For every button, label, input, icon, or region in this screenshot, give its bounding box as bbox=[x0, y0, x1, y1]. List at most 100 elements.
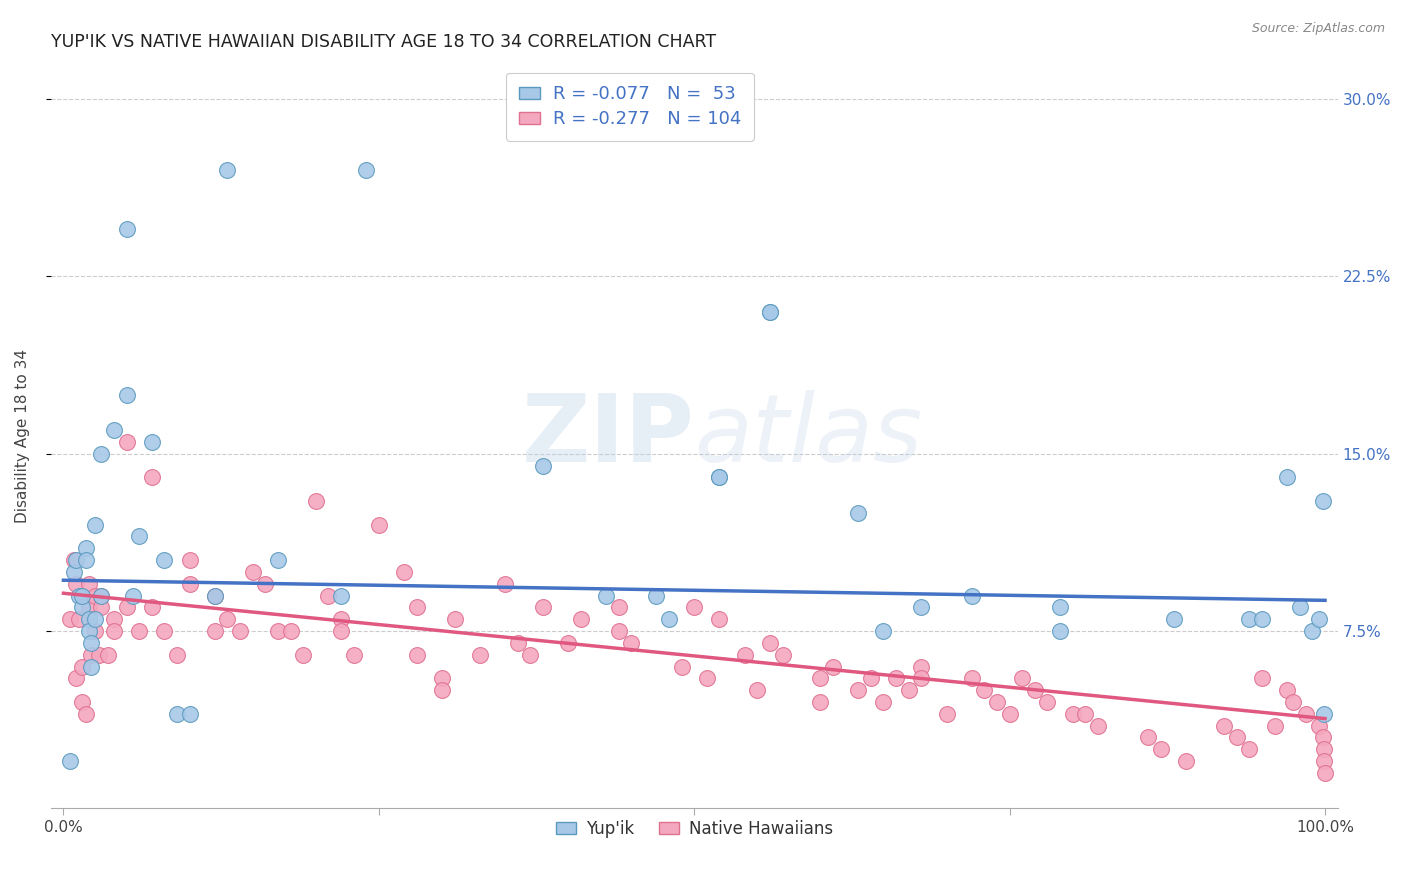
Text: Source: ZipAtlas.com: Source: ZipAtlas.com bbox=[1251, 22, 1385, 36]
Yup'ik bbox=[77, 612, 100, 626]
Yup'ik bbox=[153, 553, 176, 567]
Native Hawaiians bbox=[519, 648, 541, 662]
Yup'ik bbox=[72, 600, 94, 615]
Native Hawaiians bbox=[84, 589, 107, 603]
Native Hawaiians bbox=[1313, 754, 1336, 768]
Yup'ik bbox=[910, 600, 932, 615]
Yup'ik bbox=[595, 589, 617, 603]
Native Hawaiians bbox=[166, 648, 188, 662]
Native Hawaiians bbox=[910, 672, 932, 686]
Native Hawaiians bbox=[77, 576, 100, 591]
Native Hawaiians bbox=[1226, 731, 1249, 745]
Native Hawaiians bbox=[217, 612, 239, 626]
Yup'ik bbox=[141, 434, 163, 449]
Native Hawaiians bbox=[229, 624, 252, 638]
Native Hawaiians bbox=[808, 695, 831, 709]
Native Hawaiians bbox=[772, 648, 794, 662]
Native Hawaiians bbox=[506, 636, 529, 650]
Native Hawaiians bbox=[115, 600, 138, 615]
Yup'ik bbox=[90, 589, 112, 603]
Text: atlas: atlas bbox=[695, 391, 922, 482]
Yup'ik bbox=[1163, 612, 1185, 626]
Yup'ik bbox=[72, 589, 94, 603]
Native Hawaiians bbox=[897, 683, 920, 698]
Native Hawaiians bbox=[90, 600, 112, 615]
Legend: Yup'ik, Native Hawaiians: Yup'ik, Native Hawaiians bbox=[548, 814, 839, 845]
Yup'ik bbox=[121, 589, 143, 603]
Native Hawaiians bbox=[103, 612, 125, 626]
Native Hawaiians bbox=[696, 672, 718, 686]
Native Hawaiians bbox=[67, 612, 90, 626]
Yup'ik bbox=[1275, 470, 1298, 484]
Native Hawaiians bbox=[330, 624, 353, 638]
Yup'ik bbox=[531, 458, 554, 473]
Native Hawaiians bbox=[531, 600, 554, 615]
Native Hawaiians bbox=[330, 612, 353, 626]
Native Hawaiians bbox=[494, 576, 516, 591]
Native Hawaiians bbox=[72, 659, 94, 673]
Yup'ik bbox=[330, 589, 353, 603]
Yup'ik bbox=[759, 305, 782, 319]
Yup'ik bbox=[1312, 494, 1334, 508]
Native Hawaiians bbox=[1313, 742, 1336, 756]
Yup'ik bbox=[1049, 624, 1071, 638]
Yup'ik bbox=[128, 529, 150, 543]
Native Hawaiians bbox=[734, 648, 756, 662]
Native Hawaiians bbox=[986, 695, 1008, 709]
Native Hawaiians bbox=[405, 600, 427, 615]
Native Hawaiians bbox=[747, 683, 769, 698]
Yup'ik bbox=[354, 163, 377, 178]
Native Hawaiians bbox=[671, 659, 693, 673]
Native Hawaiians bbox=[607, 624, 630, 638]
Yup'ik bbox=[103, 423, 125, 437]
Native Hawaiians bbox=[935, 706, 957, 721]
Yup'ik bbox=[80, 659, 103, 673]
Yup'ik bbox=[658, 612, 681, 626]
Yup'ik bbox=[84, 612, 107, 626]
Yup'ik bbox=[77, 624, 100, 638]
Native Hawaiians bbox=[884, 672, 907, 686]
Yup'ik bbox=[267, 553, 290, 567]
Native Hawaiians bbox=[367, 517, 389, 532]
Native Hawaiians bbox=[1024, 683, 1046, 698]
Native Hawaiians bbox=[1264, 719, 1286, 733]
Text: YUP'IK VS NATIVE HAWAIIAN DISABILITY AGE 18 TO 34 CORRELATION CHART: YUP'IK VS NATIVE HAWAIIAN DISABILITY AGE… bbox=[51, 33, 716, 51]
Native Hawaiians bbox=[280, 624, 302, 638]
Yup'ik bbox=[1313, 706, 1336, 721]
Yup'ik bbox=[62, 565, 84, 579]
Yup'ik bbox=[75, 553, 97, 567]
Yup'ik bbox=[1239, 612, 1261, 626]
Yup'ik bbox=[90, 447, 112, 461]
Native Hawaiians bbox=[103, 624, 125, 638]
Native Hawaiians bbox=[1275, 683, 1298, 698]
Native Hawaiians bbox=[179, 576, 201, 591]
Yup'ik bbox=[709, 470, 731, 484]
Yup'ik bbox=[67, 589, 90, 603]
Native Hawaiians bbox=[242, 565, 264, 579]
Yup'ik bbox=[80, 636, 103, 650]
Native Hawaiians bbox=[1213, 719, 1236, 733]
Native Hawaiians bbox=[468, 648, 491, 662]
Native Hawaiians bbox=[153, 624, 176, 638]
Native Hawaiians bbox=[569, 612, 592, 626]
Native Hawaiians bbox=[1074, 706, 1097, 721]
Native Hawaiians bbox=[607, 600, 630, 615]
Native Hawaiians bbox=[179, 553, 201, 567]
Native Hawaiians bbox=[1011, 672, 1033, 686]
Native Hawaiians bbox=[405, 648, 427, 662]
Yup'ik bbox=[84, 517, 107, 532]
Yup'ik bbox=[1288, 600, 1310, 615]
Native Hawaiians bbox=[305, 494, 328, 508]
Yup'ik bbox=[204, 589, 226, 603]
Yup'ik bbox=[1308, 612, 1330, 626]
Native Hawaiians bbox=[204, 624, 226, 638]
Yup'ik bbox=[1301, 624, 1323, 638]
Native Hawaiians bbox=[1295, 706, 1317, 721]
Native Hawaiians bbox=[759, 636, 782, 650]
Yup'ik bbox=[759, 305, 782, 319]
Native Hawaiians bbox=[1087, 719, 1109, 733]
Yup'ik bbox=[1049, 600, 1071, 615]
Native Hawaiians bbox=[872, 695, 894, 709]
Yup'ik bbox=[179, 706, 201, 721]
Native Hawaiians bbox=[1062, 706, 1084, 721]
